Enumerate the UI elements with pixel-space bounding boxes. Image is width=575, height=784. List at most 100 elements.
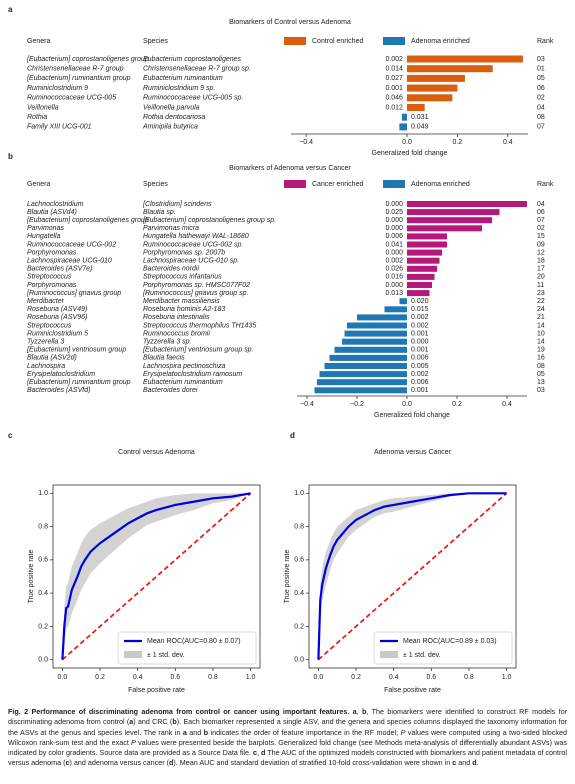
p-value-label: 0.002: [411, 314, 429, 321]
rank-label: 10: [537, 330, 545, 337]
x-tick-label: 0.2: [452, 401, 462, 408]
genus-label: Erysipelatoclostridium: [27, 371, 95, 378]
caption-text: P: [131, 737, 136, 747]
p-value-label: 0.002: [385, 258, 403, 265]
bar: [407, 273, 435, 280]
chart-title: Biomarkers of Adenoma versus Cancer: [229, 165, 351, 172]
caption-text: b: [203, 727, 209, 737]
bar: [407, 257, 440, 264]
genus-label: [Eubacterium] coprostanoligenes group: [26, 217, 149, 224]
chart-title: Adenoma versus Cancer: [374, 449, 452, 456]
rank-label: 05: [537, 371, 545, 378]
rank-label: 20: [537, 274, 545, 281]
rank-label: 05: [537, 75, 545, 82]
caption-text: , The biomarkers were identified to cons…: [8, 707, 567, 727]
rank-label: 11: [537, 282, 544, 289]
p-value-label: 0.000: [385, 201, 403, 208]
species-label: Blautia sp.: [143, 209, 176, 216]
genus-label: Lachnospiraceae UCG-010: [27, 258, 112, 265]
bar: [384, 306, 407, 313]
species-label: Aminipila butyrica: [142, 124, 198, 131]
species-label: Eubacterium ruminantium: [143, 379, 223, 386]
figure-caption: Fig. 2 Performance of discriminating ade…: [8, 707, 567, 769]
genus-label: Bacteroides (ASV7e): [27, 266, 92, 273]
bar: [314, 387, 407, 394]
legend-label: ± 1 std. dev.: [147, 652, 185, 659]
caption-text: ,: [356, 707, 363, 716]
y-tick-label: 0.2: [294, 623, 304, 630]
y-axis-label: True positive rate: [284, 549, 291, 603]
species-label: Roseburia hominis A2-183: [143, 306, 225, 313]
x-tick-label: 0.6: [170, 674, 180, 681]
p-value-label: 0.000: [385, 217, 403, 224]
x-tick-label: 0.0: [402, 139, 412, 146]
genus-label: Streptococcus: [27, 274, 72, 281]
bar: [334, 346, 407, 353]
genus-label: Ruminococcaceae UCG-005: [27, 95, 116, 102]
genus-label: Ruminococcaceae UCG-002: [27, 241, 116, 248]
caption-text: The AUC of the optimized models construc…: [8, 748, 568, 768]
x-tick-label: 0.2: [95, 674, 105, 681]
legend-box: [117, 631, 257, 665]
x-tick-label: 1.0: [246, 674, 256, 681]
p-value-label: 0.001: [411, 347, 429, 354]
species-label: Eubacterium coprostanoligenes: [143, 56, 242, 63]
caption-text: c: [452, 758, 457, 768]
genus-label: Hungatella: [27, 233, 61, 240]
genus-label: Roseburia (ASV96): [27, 314, 87, 321]
rank-label: 08: [537, 114, 545, 121]
chance-line: [317, 492, 508, 661]
rank-label: 02: [537, 225, 545, 232]
bar: [406, 74, 465, 82]
p-value-label: 0.006: [411, 355, 429, 362]
genus-label: Lachnoclostridium: [27, 201, 84, 208]
species-label: Ruminococcaceae UCG-005 sp.: [143, 95, 243, 102]
x-tick-label: 0.0: [314, 674, 324, 681]
y-tick-label: 0.0: [38, 657, 48, 664]
x-tick-label: −0.2: [350, 401, 364, 408]
legend-label: Mean ROC(AUC=0.80 ± 0.07): [147, 638, 241, 645]
legend-swatch: [383, 37, 405, 45]
x-tick-label: −0.4: [299, 139, 313, 146]
genus-label: Blautia (ASV2d): [27, 355, 77, 362]
p-value-label: 0.002: [411, 322, 429, 329]
rank-label: 08: [537, 363, 545, 370]
species-label: Erysipelatoclostridium ramosum: [143, 371, 242, 378]
bar: [342, 338, 407, 345]
rank-label: 04: [537, 201, 545, 208]
rank-label: 24: [537, 306, 545, 313]
bar: [406, 84, 458, 92]
mean-roc-line: [61, 492, 251, 660]
rank-label: 22: [537, 298, 545, 305]
rank-label: 23: [537, 290, 545, 297]
genus-label: Blautia (ASVd4): [27, 209, 77, 216]
genus-label: Merdibacter: [27, 298, 65, 305]
caption-text: d: [472, 758, 477, 768]
rank-label: 14: [537, 322, 545, 329]
x-tick-label: 0.8: [208, 674, 218, 681]
legend-label: Adenoma enriched: [411, 181, 470, 188]
genus-label: Family XIII UCG-001: [27, 124, 92, 131]
genus-label: [Eubacterium] ruminantium group: [26, 379, 131, 386]
column-header: Species: [143, 38, 168, 45]
rank-label: 15: [537, 233, 545, 240]
panel-letter: c: [8, 431, 13, 440]
rank-label: 06: [537, 85, 545, 92]
species-label: Merdibacter massiliensis: [143, 298, 220, 305]
bar: [401, 113, 407, 121]
rank-label: 18: [537, 258, 545, 265]
legend-label: Mean ROC(AUC=0.89 ± 0.03): [403, 638, 497, 645]
caption-text: a: [352, 707, 357, 716]
species-label: Streptococcus infantarius: [143, 274, 222, 281]
x-tick-label: 0.2: [453, 139, 463, 146]
y-tick-label: 1.0: [38, 490, 48, 497]
rank-label: 04: [537, 104, 545, 111]
species-label: Tyzzerella 3 sp.: [143, 339, 192, 346]
bar: [407, 201, 527, 207]
x-tick-label: 0.4: [133, 674, 143, 681]
bar: [407, 225, 482, 232]
species-label: Ruminiclostridium 9 sp.: [143, 85, 215, 92]
caption-text: ) and CRC (: [133, 717, 173, 727]
species-label: [Clostridium] scindens: [142, 201, 212, 208]
p-value-label: 0.049: [411, 124, 429, 131]
